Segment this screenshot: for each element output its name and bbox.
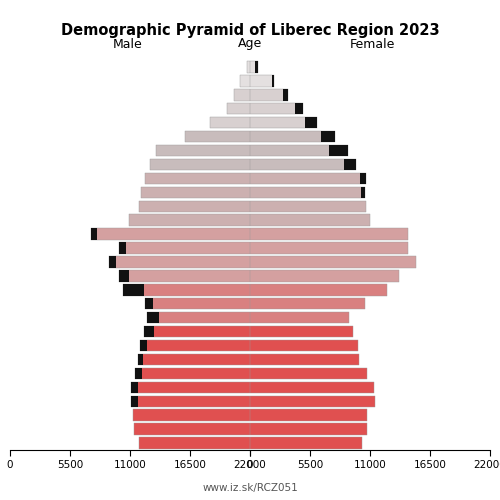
Bar (119, 242, 250, 254)
Bar (184, 131, 250, 142)
Text: Age: Age (238, 38, 262, 51)
Bar (227, 103, 250, 115)
Bar (250, 172, 366, 184)
Bar (250, 354, 359, 365)
Bar (250, 270, 400, 281)
Bar (146, 298, 154, 310)
Bar (148, 312, 160, 324)
Bar (150, 159, 250, 170)
Bar (250, 228, 408, 240)
Bar (131, 382, 250, 393)
Bar (246, 62, 250, 72)
Bar (250, 298, 364, 310)
Bar (131, 396, 138, 407)
Bar (240, 75, 250, 86)
Bar (360, 172, 366, 184)
Bar (136, 368, 142, 379)
Bar (119, 270, 129, 281)
Bar (256, 62, 258, 72)
Bar (250, 103, 304, 115)
Bar (250, 145, 348, 156)
Bar (129, 214, 250, 226)
Bar (131, 396, 250, 407)
Bar (141, 186, 250, 198)
Bar (294, 103, 304, 115)
Bar (250, 424, 366, 435)
Bar (138, 354, 142, 365)
Bar (131, 382, 138, 393)
Text: Female: Female (350, 38, 395, 51)
Bar (90, 228, 98, 240)
Bar (138, 438, 250, 448)
Bar (250, 186, 364, 198)
Bar (250, 410, 366, 421)
Bar (124, 284, 144, 296)
Bar (250, 368, 366, 379)
Bar (234, 89, 250, 101)
Bar (304, 117, 316, 128)
Bar (250, 117, 316, 128)
Bar (250, 200, 366, 212)
Bar (156, 145, 250, 156)
Bar (119, 270, 250, 281)
Bar (146, 172, 250, 184)
Bar (250, 382, 374, 393)
Bar (138, 354, 250, 365)
Bar (140, 340, 250, 351)
Bar (344, 159, 356, 170)
Bar (250, 438, 362, 448)
Bar (250, 159, 356, 170)
Bar (144, 326, 250, 338)
Bar (119, 242, 126, 254)
Bar (136, 368, 250, 379)
Bar (134, 410, 250, 421)
Bar (250, 326, 352, 338)
Bar (250, 131, 335, 142)
Bar (250, 396, 376, 407)
Bar (90, 228, 250, 240)
Bar (282, 89, 288, 101)
Bar (138, 200, 250, 212)
Bar (272, 75, 274, 86)
Bar (250, 89, 288, 101)
Text: www.iz.sk/RCZ051: www.iz.sk/RCZ051 (202, 483, 298, 493)
Bar (144, 326, 154, 338)
Bar (110, 256, 116, 268)
Bar (148, 312, 250, 324)
Bar (250, 242, 408, 254)
Bar (250, 340, 358, 351)
Bar (146, 298, 250, 310)
Text: Demographic Pyramid of Liberec Region 2023: Demographic Pyramid of Liberec Region 20… (60, 22, 440, 38)
Bar (250, 214, 370, 226)
Bar (250, 256, 416, 268)
Bar (210, 117, 250, 128)
Bar (134, 424, 250, 435)
Bar (321, 131, 335, 142)
Bar (140, 340, 147, 351)
Bar (250, 284, 388, 296)
Text: Male: Male (112, 38, 142, 51)
Bar (124, 284, 250, 296)
Bar (328, 145, 348, 156)
Bar (362, 186, 364, 198)
Bar (250, 312, 350, 324)
Bar (110, 256, 250, 268)
Bar (250, 75, 274, 86)
Bar (250, 62, 258, 72)
